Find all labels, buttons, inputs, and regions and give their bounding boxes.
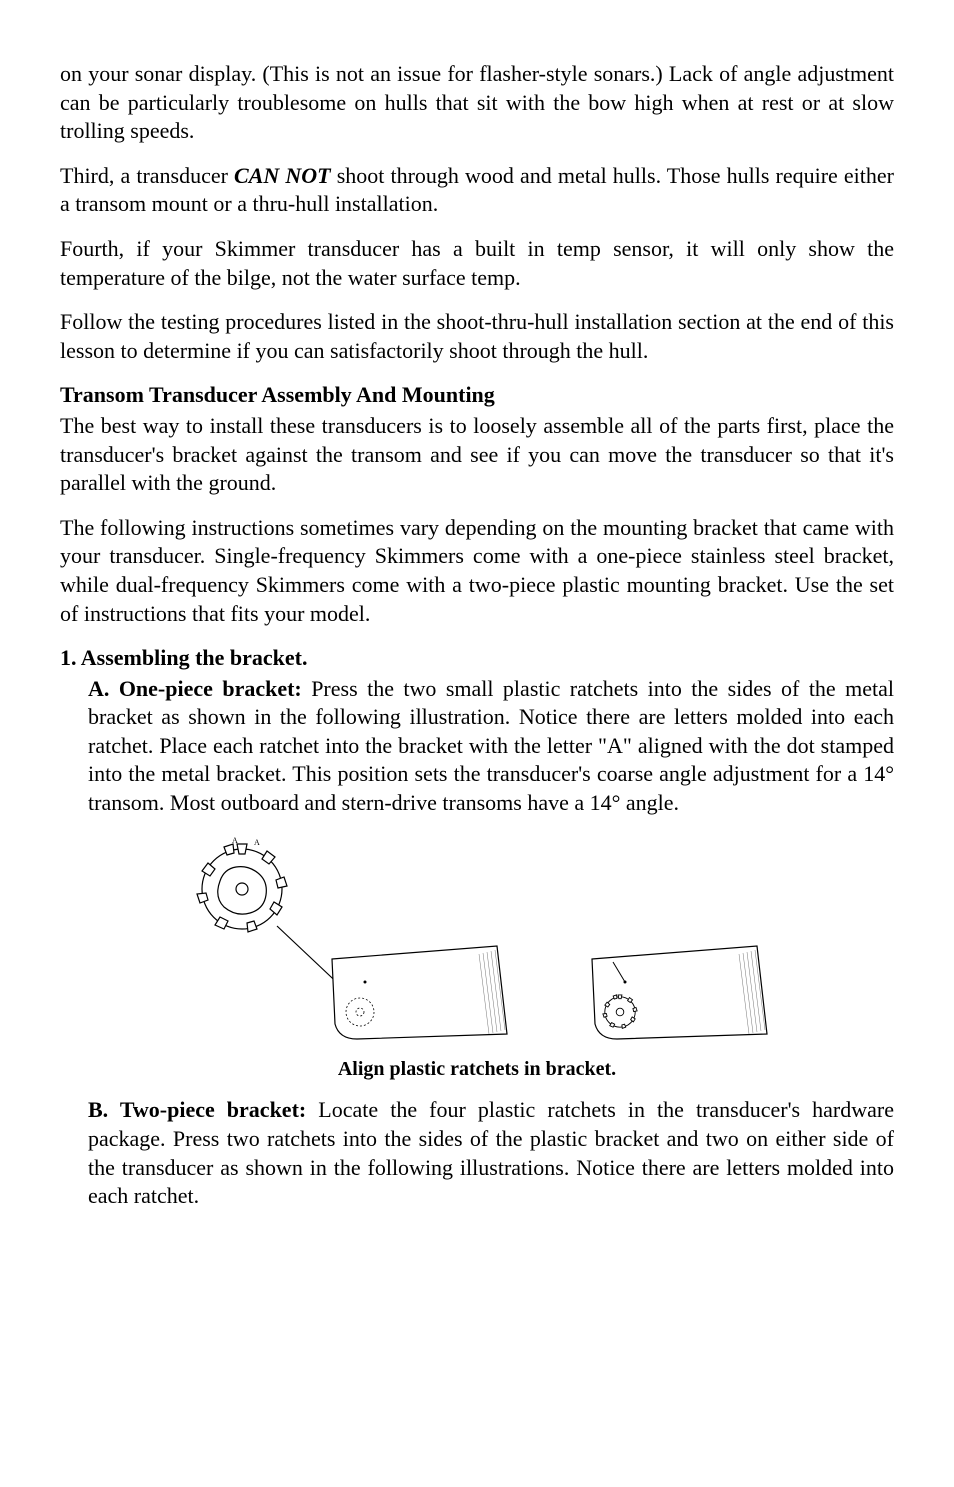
svg-text:A: A — [232, 836, 238, 845]
step-1b: B. Two-piece bracket: Locate the four pl… — [88, 1096, 894, 1210]
paragraph-2: Third, a transducer CAN NOT shoot throug… — [60, 162, 894, 219]
svg-text:A: A — [254, 838, 260, 847]
step-1b-label: B. Two-piece bracket: — [88, 1097, 306, 1122]
bracket-right-icon — [592, 946, 767, 1039]
ratchet-gear-icon: A A — [197, 836, 287, 932]
figure-caption: Align plastic ratchets in bracket. — [60, 1056, 894, 1082]
paragraph-3: Fourth, if your Skimmer transducer has a… — [60, 235, 894, 292]
step-1a-label: A. One-piece bracket: — [88, 676, 302, 701]
heading-transom-assembly: Transom Transducer Assembly And Mounting — [60, 381, 894, 410]
p2-emphasis-cannot: CAN NOT — [234, 163, 331, 188]
paragraph-4: Follow the testing procedures listed in … — [60, 308, 894, 365]
step-1-heading: 1. Assembling the bracket. — [60, 644, 894, 673]
paragraph-6: The following instructions sometimes var… — [60, 514, 894, 628]
paragraph-1: on your sonar display. (This is not an i… — [60, 60, 894, 146]
bracket-left-icon — [332, 946, 507, 1039]
paragraph-5: The best way to install these transducer… — [60, 412, 894, 498]
ratchet-illustration: A A — [167, 834, 787, 1044]
step-1a: A. One-piece bracket: Press the two smal… — [88, 675, 894, 818]
figure-ratchets: A A — [60, 834, 894, 1051]
p2-lead: Third, a transducer — [60, 163, 234, 188]
